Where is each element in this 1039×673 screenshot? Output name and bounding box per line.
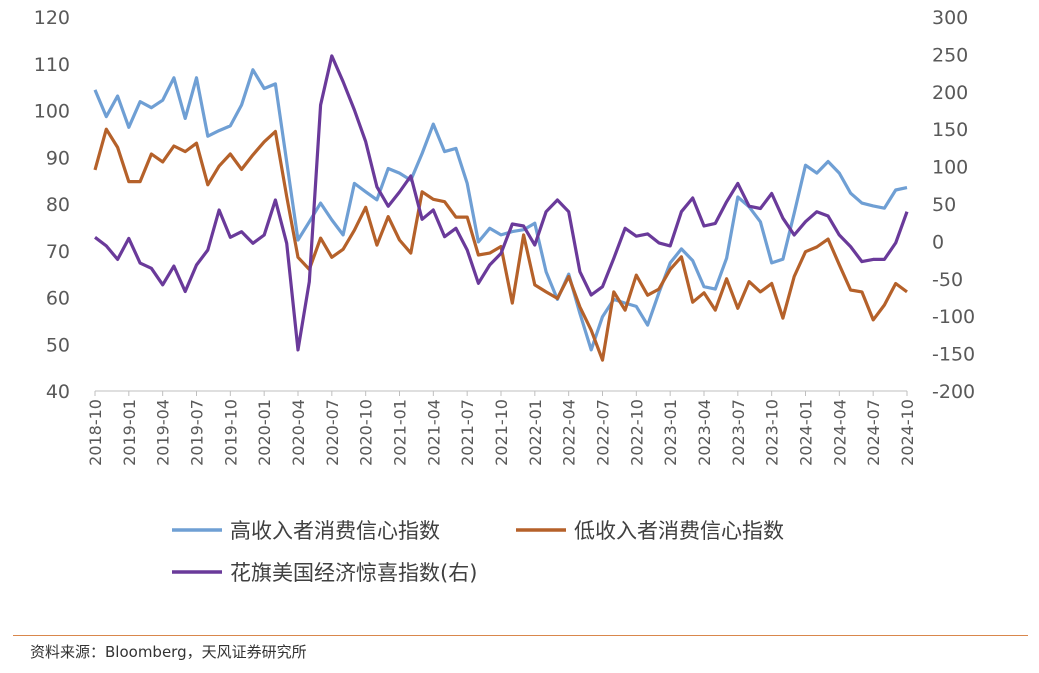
x-tick-label: 2021-01 <box>391 399 410 466</box>
y-right-tick-label: 150 <box>932 119 968 141</box>
x-tick-label: 2021-04 <box>424 399 443 466</box>
y-right-tick-label: -100 <box>932 306 975 328</box>
y-right-tick-label: -200 <box>932 381 975 403</box>
x-tick-label: 2020-10 <box>357 399 376 466</box>
x-tick-label: 2021-07 <box>458 399 477 466</box>
x-tick-label: 2019-01 <box>120 399 139 466</box>
x-tick-label: 2019-04 <box>154 399 173 466</box>
y-left-tick-label: 80 <box>46 194 70 216</box>
series-line-1 <box>93 68 908 352</box>
y-right-tick-label: 50 <box>932 194 956 216</box>
x-tick-label: 2022-10 <box>627 399 646 466</box>
x-tick-label: 2023-04 <box>695 399 714 466</box>
y-left-tick-label: 40 <box>46 381 70 403</box>
x-tick-label: 2019-07 <box>188 399 207 466</box>
x-tick-label: 2024-01 <box>797 399 816 466</box>
x-tick-label: 2021-10 <box>492 399 511 466</box>
y-right-tick-label: 100 <box>932 157 968 179</box>
y-right-tick-label: 300 <box>932 7 968 29</box>
source-note: 资料来源：Bloomberg，天风证券研究所 <box>30 643 307 661</box>
y-left-tick-label: 50 <box>46 334 70 356</box>
y-left-tick-label: 90 <box>46 147 70 169</box>
series-line-2 <box>93 127 908 362</box>
x-tick-label: 2020-04 <box>289 399 308 466</box>
y-left-tick-label: 110 <box>34 54 70 76</box>
divider <box>13 635 1028 636</box>
x-tick-label: 2023-07 <box>729 399 748 466</box>
y-right-tick-label: 250 <box>932 44 968 66</box>
x-tick-label: 2022-01 <box>526 399 545 466</box>
x-tick-label: 2022-04 <box>560 399 579 466</box>
x-tick-label: 2024-07 <box>864 399 883 466</box>
x-tick-label: 2020-07 <box>323 399 342 466</box>
series-line-3 <box>94 54 909 352</box>
x-tick-label: 2023-01 <box>661 399 680 466</box>
x-tick-label: 2019-10 <box>221 399 240 466</box>
x-tick-label: 2024-10 <box>898 399 917 466</box>
x-tick-label: 2022-07 <box>594 399 613 466</box>
legend-label-1: 高收入者消费信心指数 <box>230 519 440 543</box>
x-tick-label: 2020-01 <box>255 399 274 466</box>
y-right-tick-label: -150 <box>932 344 975 366</box>
y-right-tick-label: -50 <box>932 269 963 291</box>
y-left-tick-label: 70 <box>46 241 70 263</box>
y-left-tick-label: 60 <box>46 288 70 310</box>
legend-label-3: 花旗美国经济惊喜指数(右) <box>230 561 477 585</box>
x-tick-label: 2023-10 <box>763 399 782 466</box>
y-right-tick-label: 0 <box>932 231 944 253</box>
y-right-tick-label: 200 <box>932 82 968 104</box>
x-tick-label: 2018-10 <box>86 399 105 466</box>
y-left-tick-label: 100 <box>34 101 70 123</box>
x-tick-label: 2024-04 <box>830 399 849 466</box>
y-left-tick-label: 120 <box>34 7 70 29</box>
legend-label-2: 低收入者消费信心指数 <box>574 519 784 543</box>
